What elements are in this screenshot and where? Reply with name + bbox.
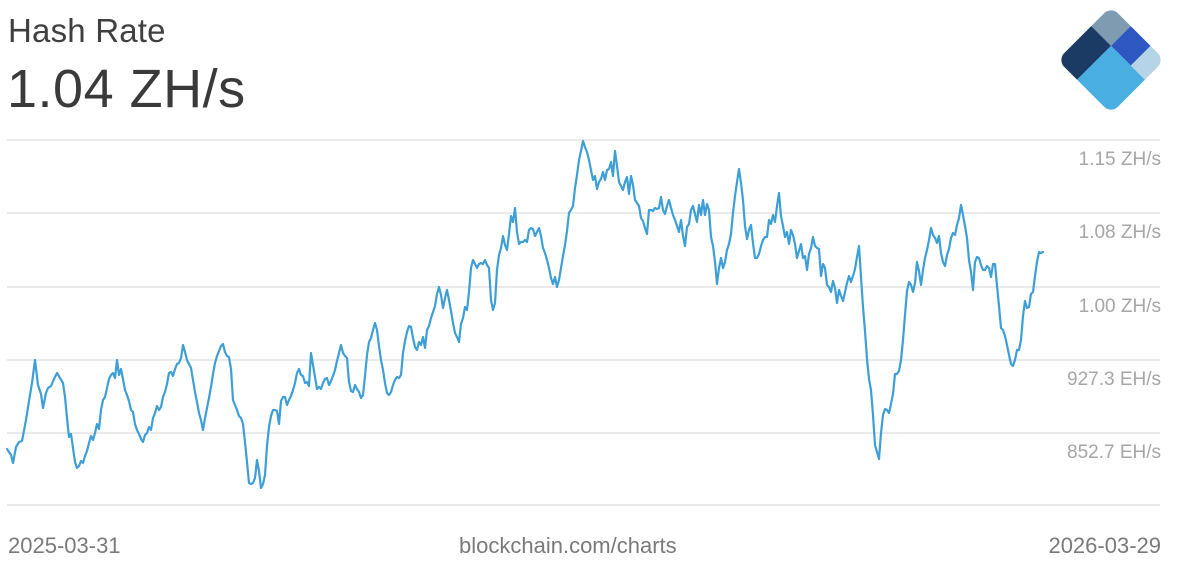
start-date: 2025-03-31 <box>8 533 121 558</box>
hash-rate-line <box>5 139 1045 490</box>
y-tick-label: 1.08 ZH/s <box>1078 222 1161 243</box>
logo-left-tile <box>1057 26 1111 80</box>
y-tick-label: 1.00 ZH/s <box>1078 296 1161 317</box>
chart-title: Hash Rate <box>8 12 166 49</box>
current-value: 1.04 ZH/s <box>7 59 246 119</box>
y-tick-label: 927.3 EH/s <box>1067 369 1161 390</box>
y-tick-label: 1.15 ZH/s <box>1078 149 1161 170</box>
source-link[interactable]: blockchain.com/charts <box>459 533 677 558</box>
y-tick-label: 852.7 EH/s <box>1067 442 1161 463</box>
gridlines <box>7 139 1160 506</box>
end-date: 2026-03-29 <box>1048 533 1161 558</box>
blockchain-logo-icon[interactable] <box>1056 6 1166 114</box>
logo-right-tile <box>1130 45 1165 80</box>
